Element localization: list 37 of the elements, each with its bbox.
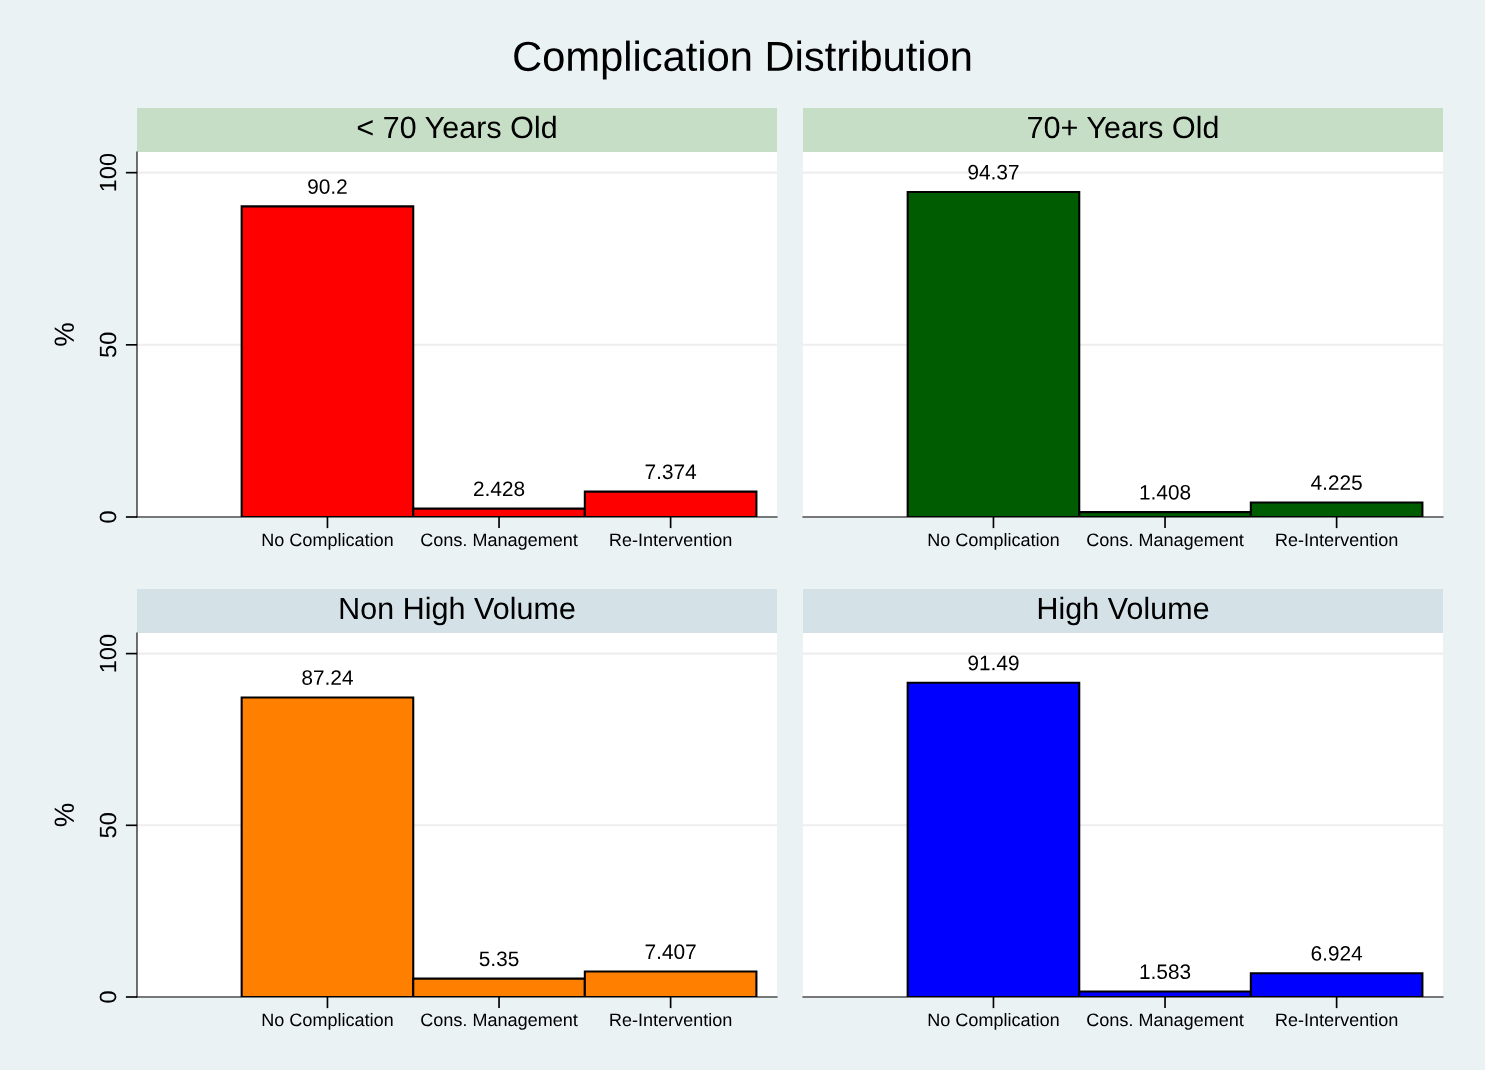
x-tick-label: Re-Intervention xyxy=(610,1012,732,1027)
x-tick-label: No Complication xyxy=(262,1012,393,1030)
data-label: 87.24 xyxy=(302,670,353,685)
x-tick-label: Cons. Management xyxy=(421,533,578,550)
chart-subtitle: High Volume xyxy=(1038,596,1209,626)
x-tick-label: Re-Intervention xyxy=(610,532,732,547)
data-label: 7.374 xyxy=(645,464,697,480)
x-tick-label: Re-Intervention xyxy=(1276,1012,1398,1027)
data-label: 94.37 xyxy=(968,164,1019,180)
x-tick-label: No Complication xyxy=(262,532,393,550)
x-tick-label: Cons. Management xyxy=(421,1013,578,1030)
chart-subtitle: < 70 Years Old xyxy=(357,115,556,139)
data-label: 1.408 xyxy=(1140,484,1191,500)
x-tick-label: Cons. Management xyxy=(1087,1013,1244,1030)
data-label: 91.49 xyxy=(968,655,1019,671)
data-label: 1.583 xyxy=(1140,964,1191,980)
y-tick-label: 50 xyxy=(99,813,117,838)
y-tick-label: 100 xyxy=(99,634,117,672)
data-label: 90.2 xyxy=(308,179,347,194)
x-tick-label: No Complication xyxy=(928,532,1059,550)
x-tick-label: No Complication xyxy=(928,1012,1059,1030)
y-tick-label: 0 xyxy=(99,511,117,523)
data-label: 2.428 xyxy=(474,481,525,497)
y-axis-title: % xyxy=(54,323,74,346)
data-label: 7.407 xyxy=(645,944,696,960)
y-tick-label: 50 xyxy=(99,332,117,358)
chart-subtitle: Non High Volume xyxy=(340,596,575,626)
chart-title: Complication Distribution xyxy=(514,40,971,80)
data-label: 6.924 xyxy=(1311,946,1363,961)
data-label: 5.35 xyxy=(479,951,519,967)
data-label: 4.225 xyxy=(1311,475,1362,490)
chart-subtitle: 70+ Years Old xyxy=(1028,115,1218,139)
x-tick-label: Re-Intervention xyxy=(1276,532,1398,547)
y-tick-label: 100 xyxy=(99,153,117,191)
x-tick-label: Cons. Management xyxy=(1087,533,1244,550)
y-tick-label: 0 xyxy=(99,991,117,1003)
y-axis-title: % xyxy=(54,803,74,827)
